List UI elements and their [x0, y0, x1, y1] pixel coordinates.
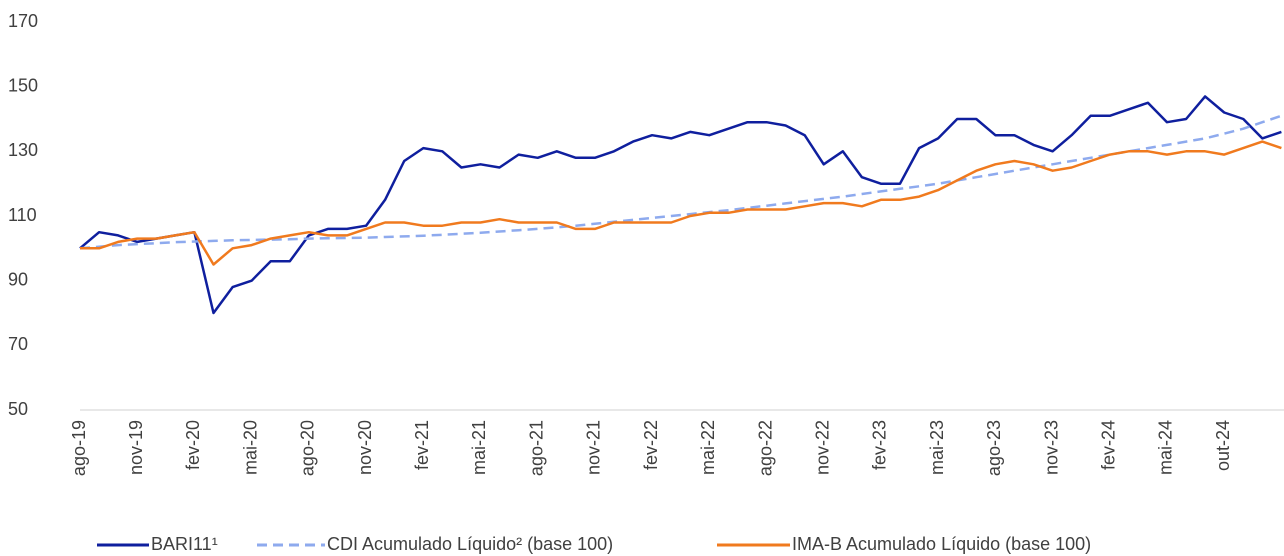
legend-label: BARI11¹ [151, 534, 218, 554]
y-tick-label: 70 [8, 334, 28, 354]
x-tick-label: ago-21 [526, 420, 546, 476]
x-tick-label: ago-23 [984, 420, 1004, 476]
y-tick-label: 150 [8, 75, 38, 95]
x-tick-label: nov-23 [1041, 420, 1061, 475]
series-line [79, 114, 1282, 250]
x-tick-label: fev-22 [641, 420, 661, 470]
y-tick-label: 110 [8, 205, 37, 225]
x-tick-label: fev-21 [412, 420, 432, 470]
series-line [79, 95, 1282, 315]
legend-label: CDI Acumulado Líquido² (base 100) [327, 534, 613, 554]
x-tick-label: ago-20 [298, 420, 318, 476]
x-tick-label: mai-23 [927, 420, 947, 475]
x-tick-label: nov-20 [355, 420, 375, 475]
x-tick-label: nov-22 [812, 420, 832, 475]
x-tick-label: mai-24 [1156, 420, 1176, 475]
legend-label: IMA-B Acumulado Líquido (base 100) [792, 534, 1091, 554]
x-tick-label: fev-24 [1099, 420, 1119, 470]
x-tick-label: mai-21 [469, 420, 489, 475]
y-tick-label: 50 [8, 399, 28, 419]
x-tick-label: out-24 [1213, 420, 1233, 471]
x-tick-label: fev-23 [870, 420, 890, 470]
x-tick-label: ago-22 [755, 420, 775, 476]
x-tick-label: mai-20 [240, 420, 260, 475]
x-tick-label: fev-20 [183, 420, 203, 470]
y-tick-label: 90 [8, 269, 28, 289]
y-tick-label: 130 [8, 140, 38, 160]
x-tick-label: nov-19 [126, 420, 146, 475]
x-tick-label: ago-19 [69, 420, 89, 476]
x-tick-label: nov-21 [584, 420, 604, 475]
series-line [80, 140, 1282, 266]
y-tick-label: 170 [8, 11, 38, 31]
x-tick-label: mai-22 [698, 420, 718, 475]
